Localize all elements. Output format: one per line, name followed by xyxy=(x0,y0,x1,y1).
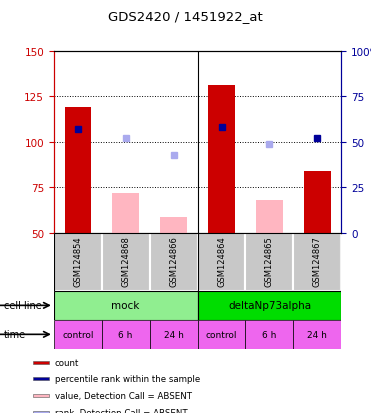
Text: GSM124866: GSM124866 xyxy=(169,236,178,287)
Text: GSM124867: GSM124867 xyxy=(313,236,322,287)
Text: value, Detection Call = ABSENT: value, Detection Call = ABSENT xyxy=(55,391,192,400)
Bar xyxy=(293,320,341,349)
Bar xyxy=(150,320,197,349)
Text: time: time xyxy=(4,330,26,339)
Text: 6 h: 6 h xyxy=(262,330,277,339)
Bar xyxy=(304,171,331,233)
Text: GSM124865: GSM124865 xyxy=(265,236,274,286)
Bar xyxy=(209,86,235,233)
Text: GSM124864: GSM124864 xyxy=(217,236,226,286)
Bar xyxy=(33,361,49,364)
Text: 24 h: 24 h xyxy=(164,330,184,339)
Text: rank, Detection Call = ABSENT: rank, Detection Call = ABSENT xyxy=(55,408,187,413)
Bar xyxy=(102,320,150,349)
Bar xyxy=(150,233,197,291)
Text: GSM124868: GSM124868 xyxy=(121,236,130,287)
Text: 24 h: 24 h xyxy=(308,330,327,339)
Text: 6 h: 6 h xyxy=(118,330,133,339)
Bar xyxy=(293,233,341,291)
Bar xyxy=(197,291,341,320)
Bar xyxy=(102,233,150,291)
Bar xyxy=(160,217,187,233)
Bar xyxy=(246,233,293,291)
Text: deltaNp73alpha: deltaNp73alpha xyxy=(228,301,311,311)
Text: cell line: cell line xyxy=(4,301,42,311)
Bar xyxy=(54,320,102,349)
Text: GDS2420 / 1451922_at: GDS2420 / 1451922_at xyxy=(108,10,263,23)
Bar xyxy=(256,201,283,233)
Bar xyxy=(54,233,102,291)
Bar xyxy=(54,291,198,320)
Bar xyxy=(65,108,91,233)
Bar xyxy=(33,377,49,380)
Text: mock: mock xyxy=(112,301,140,311)
Bar xyxy=(197,233,246,291)
Text: control: control xyxy=(206,330,237,339)
Bar xyxy=(197,320,246,349)
Bar xyxy=(33,411,49,413)
Bar xyxy=(112,193,139,233)
Bar xyxy=(33,394,49,397)
Text: control: control xyxy=(62,330,93,339)
Text: percentile rank within the sample: percentile rank within the sample xyxy=(55,375,200,383)
Bar xyxy=(246,320,293,349)
Text: count: count xyxy=(55,358,79,367)
Text: GSM124854: GSM124854 xyxy=(73,236,82,286)
